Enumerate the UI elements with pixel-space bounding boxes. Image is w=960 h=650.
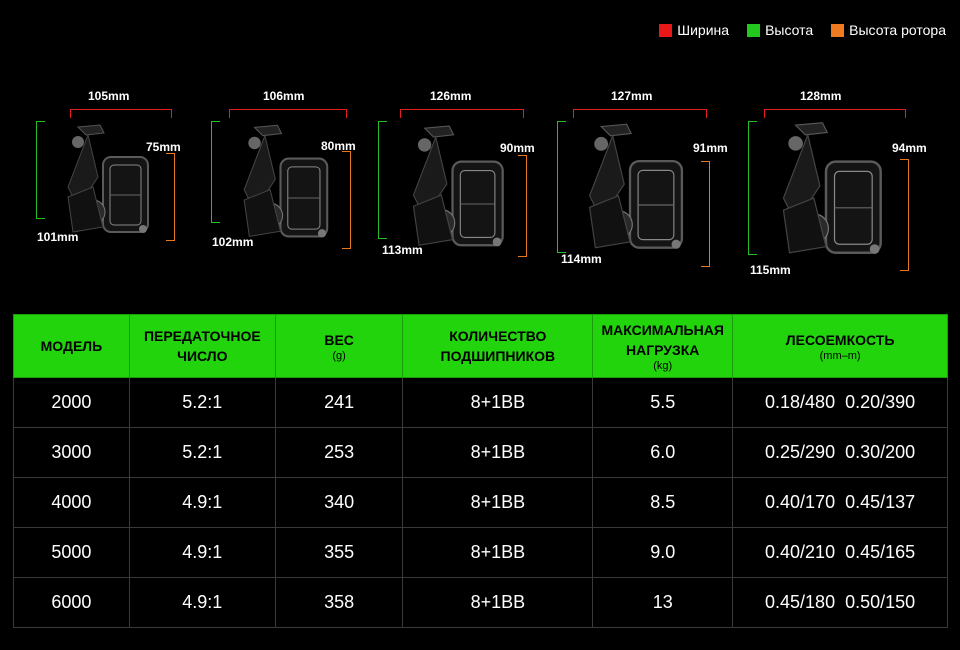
cell-model: 2000 xyxy=(13,377,130,428)
rotor-bracket xyxy=(342,151,351,249)
width-swatch-icon xyxy=(659,23,673,37)
cell-bearings: 8+1BB xyxy=(402,477,594,528)
reel-diagram-3000: 106mm 80mm 102mm xyxy=(205,85,375,285)
rotor-bracket xyxy=(166,153,175,241)
legend-item-rotor: Высота ротора xyxy=(831,22,946,38)
reel-diagram-2000: 105mm 75mm 101mm xyxy=(30,85,200,285)
cell-max-drag: 8.5 xyxy=(592,477,734,528)
height-bracket xyxy=(557,121,566,253)
header-bearings: КОЛИЧЕСТВО ПОДШИПНИКОВ xyxy=(402,314,594,378)
table-row: 4000 4.9:1 340 8+1BB 8.5 0.40/170 0.45/1… xyxy=(13,477,948,528)
cell-max-drag: 9.0 xyxy=(592,527,734,578)
header-model: МОДЕЛЬ xyxy=(13,314,130,378)
table-header-row: МОДЕЛЬ ПЕРЕДАТОЧНОЕ ЧИСЛО ВЕС (g) КОЛИЧЕС… xyxy=(13,314,948,378)
cell-model: 6000 xyxy=(13,577,130,628)
width-label: 105mm xyxy=(88,89,130,103)
cell-max-drag: 5.5 xyxy=(592,377,734,428)
reel-image-icon xyxy=(588,123,684,249)
cell-weight: 340 xyxy=(274,477,404,528)
cell-weight: 253 xyxy=(274,427,404,478)
cell-line-capacity: 0.45/180 0.50/150 xyxy=(732,577,948,628)
height-label: 101mm xyxy=(37,230,79,244)
height-bracket xyxy=(211,121,220,223)
table-row: 6000 4.9:1 358 8+1BB 13 0.45/180 0.50/15… xyxy=(13,577,948,628)
reel-image-icon xyxy=(243,124,329,238)
spec-table: МОДЕЛЬ ПЕРЕДАТОЧНОЕ ЧИСЛО ВЕС (g) КОЛИЧЕС… xyxy=(13,314,948,628)
height-label: 115mm xyxy=(750,263,791,277)
reel-diagram-5000: 127mm 91mm 114mm xyxy=(553,85,738,285)
table-row: 2000 5.2:1 241 8+1BB 5.5 0.18/480 0.20/3… xyxy=(13,377,948,428)
cell-line-capacity: 0.40/170 0.45/137 xyxy=(732,477,948,528)
legend-item-height: Высота xyxy=(747,22,813,38)
rotor-label: 94mm xyxy=(892,141,927,155)
height-swatch-icon xyxy=(747,23,761,37)
cell-weight: 358 xyxy=(274,577,404,628)
width-label: 128mm xyxy=(800,89,842,103)
height-label: 114mm xyxy=(561,252,602,266)
legend-item-width: Ширина xyxy=(659,22,729,38)
width-bracket xyxy=(70,109,172,118)
dimension-legend: Ширина Высота Высота ротора xyxy=(659,22,946,38)
cell-weight: 355 xyxy=(274,527,404,578)
cell-bearings: 8+1BB xyxy=(402,527,594,578)
rotor-label: 75mm xyxy=(146,140,181,154)
height-bracket xyxy=(36,121,45,219)
cell-bearings: 8+1BB xyxy=(402,577,594,628)
height-label: 113mm xyxy=(382,243,423,257)
cell-model: 5000 xyxy=(13,527,130,578)
header-weight: ВЕС (g) xyxy=(274,314,404,378)
cell-line-capacity: 0.25/290 0.30/200 xyxy=(732,427,948,478)
reel-image-icon xyxy=(782,122,882,254)
cell-bearings: 8+1BB xyxy=(402,377,594,428)
cell-gear-ratio: 5.2:1 xyxy=(128,377,276,428)
rotor-bracket xyxy=(518,155,527,257)
cell-gear-ratio: 4.9:1 xyxy=(128,477,276,528)
cell-gear-ratio: 4.9:1 xyxy=(128,577,276,628)
rotor-label: 90mm xyxy=(500,141,535,155)
cell-max-drag: 6.0 xyxy=(592,427,734,478)
cell-model: 3000 xyxy=(13,427,130,478)
cell-gear-ratio: 5.2:1 xyxy=(128,427,276,478)
reel-image-icon xyxy=(412,125,504,247)
reel-image-icon xyxy=(67,124,149,233)
cell-model: 4000 xyxy=(13,477,130,528)
width-bracket xyxy=(764,109,906,118)
table-row: 5000 4.9:1 355 8+1BB 9.0 0.40/210 0.45/1… xyxy=(13,527,948,578)
cell-bearings: 8+1BB xyxy=(402,427,594,478)
height-bracket xyxy=(378,121,387,239)
cell-line-capacity: 0.40/210 0.45/165 xyxy=(732,527,948,578)
height-bracket xyxy=(748,121,757,255)
width-bracket xyxy=(573,109,707,118)
table-row: 3000 5.2:1 253 8+1BB 6.0 0.25/290 0.30/2… xyxy=(13,427,948,478)
reel-diagram-6000: 128mm 94mm 115mm xyxy=(742,85,942,285)
cell-weight: 241 xyxy=(274,377,404,428)
height-label: 102mm xyxy=(212,235,254,249)
width-label: 127mm xyxy=(611,89,653,103)
legend-label-height: Высота xyxy=(765,22,814,38)
width-label: 106mm xyxy=(263,89,305,103)
legend-label-rotor: Высота ротора xyxy=(849,22,946,38)
width-bracket xyxy=(400,109,524,118)
header-gear-ratio: ПЕРЕДАТОЧНОЕ ЧИСЛО xyxy=(128,314,276,378)
rotor-bracket xyxy=(701,161,710,267)
header-line-capacity: ЛЕСОЕМКОСТЬ (mm–m) xyxy=(732,314,948,378)
width-bracket xyxy=(229,109,347,118)
rotor-bracket xyxy=(900,159,909,271)
cell-line-capacity: 0.18/480 0.20/390 xyxy=(732,377,948,428)
width-label: 126mm xyxy=(430,89,472,103)
rotor-label: 91mm xyxy=(693,141,728,155)
rotor-swatch-icon xyxy=(831,23,845,37)
legend-label-width: Ширина xyxy=(677,22,730,38)
reel-diagram-4000: 126mm 90mm 113mm xyxy=(372,85,552,285)
cell-gear-ratio: 4.9:1 xyxy=(128,527,276,578)
rotor-label: 80mm xyxy=(321,139,356,153)
header-max-drag: МАКСИМАЛЬНАЯ НАГРУЗКА (kg) xyxy=(592,314,734,378)
cell-max-drag: 13 xyxy=(592,577,734,628)
